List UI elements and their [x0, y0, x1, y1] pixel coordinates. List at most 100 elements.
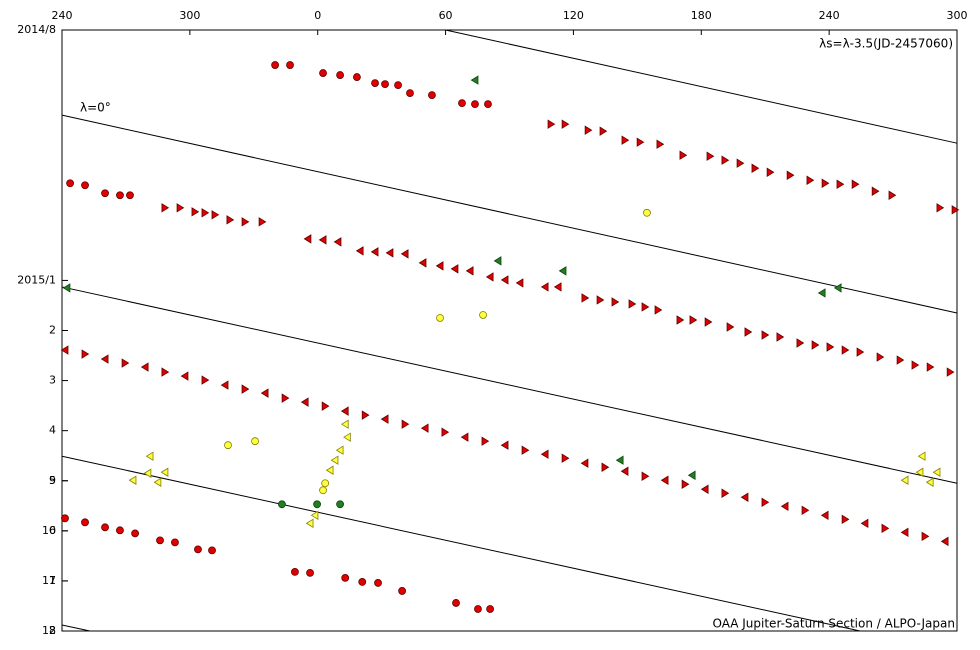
point: [706, 151, 715, 161]
point: [553, 282, 562, 292]
point: [801, 505, 810, 516]
point: [761, 497, 770, 508]
point: [951, 205, 960, 215]
point: [358, 578, 367, 586]
point: [400, 249, 409, 259]
y-tick-label: 2014/8: [17, 23, 56, 36]
point: [841, 345, 850, 355]
point: [66, 179, 74, 188]
point: [721, 488, 730, 498]
point: [896, 355, 905, 365]
point: [641, 302, 650, 312]
y-tick-label: 9: [49, 474, 56, 487]
point: [821, 178, 830, 188]
point: [81, 518, 89, 527]
point: [319, 69, 327, 77]
point: [241, 217, 250, 227]
point: [940, 536, 949, 547]
point: [241, 384, 250, 394]
point: [817, 288, 826, 298]
point: [145, 451, 154, 461]
point: [796, 338, 805, 348]
point: [736, 158, 745, 168]
point: [540, 449, 549, 459]
point: [226, 215, 235, 225]
point: [435, 261, 444, 271]
point: [251, 437, 259, 446]
point: [561, 119, 570, 129]
point: [458, 99, 466, 108]
point: [61, 514, 69, 523]
point: [721, 155, 730, 165]
point: [224, 441, 232, 450]
point: [420, 423, 429, 433]
point: [660, 475, 669, 485]
point: [381, 80, 389, 88]
point: [313, 500, 321, 509]
point: [176, 203, 185, 213]
point: [558, 266, 567, 276]
point: [452, 599, 460, 607]
point: [521, 445, 530, 455]
point: [330, 455, 339, 465]
point: [470, 75, 479, 85]
point: [580, 458, 589, 468]
annotation: λs=λ-3.5(JD-2457060): [819, 37, 953, 51]
drift-line: [445, 29, 958, 144]
point: [751, 163, 760, 173]
point: [371, 79, 379, 87]
point: [481, 436, 490, 446]
point: [321, 401, 330, 411]
point: [343, 432, 351, 442]
point: [596, 295, 605, 305]
y-tick-label: 2: [49, 324, 56, 337]
point: [101, 189, 109, 198]
point: [643, 208, 651, 217]
point: [406, 89, 414, 98]
point: [926, 362, 935, 372]
point: [321, 479, 330, 488]
point: [876, 352, 885, 362]
point: [418, 258, 427, 268]
point: [687, 470, 696, 480]
point: [291, 568, 299, 576]
point: [700, 484, 709, 494]
x-tick-label: 60: [439, 9, 453, 22]
point: [286, 61, 294, 69]
point: [500, 275, 509, 285]
x-tick-label: 240: [52, 9, 73, 22]
point: [780, 501, 789, 512]
x-tick-label: 240: [819, 9, 840, 22]
point: [726, 322, 735, 332]
point: [621, 135, 630, 145]
x-tick-label: 180: [691, 9, 712, 22]
point: [310, 510, 319, 521]
point: [353, 73, 361, 81]
point: [260, 388, 269, 398]
point: [611, 297, 620, 307]
point: [100, 354, 109, 364]
point: [116, 526, 124, 535]
point: [561, 453, 570, 463]
point: [211, 210, 220, 220]
point: [704, 317, 713, 327]
point: [305, 518, 314, 529]
point: [380, 414, 389, 424]
point: [271, 61, 279, 69]
x-tick-label: 0: [314, 9, 321, 22]
point: [641, 471, 650, 481]
point: [355, 246, 364, 256]
point: [584, 125, 593, 135]
point: [156, 536, 164, 545]
point: [465, 266, 474, 276]
point: [888, 190, 897, 200]
point: [208, 546, 216, 555]
point: [744, 327, 753, 337]
point: [101, 523, 109, 532]
x-tick-label: 300: [947, 9, 968, 22]
y-tick-label: 4: [49, 424, 56, 437]
point: [300, 397, 309, 407]
point: [370, 247, 379, 257]
point: [856, 347, 865, 357]
point: [441, 427, 450, 437]
